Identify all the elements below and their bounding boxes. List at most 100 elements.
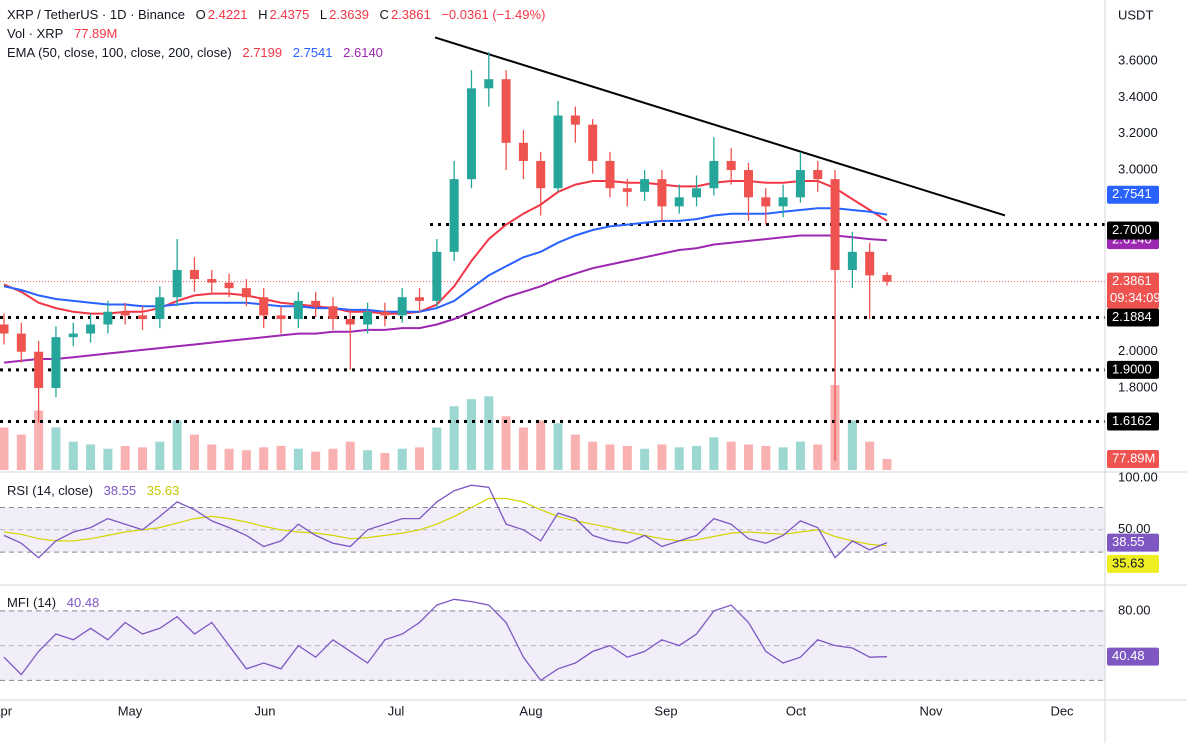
candle-body <box>692 188 702 198</box>
volume-bar <box>466 399 476 470</box>
currency-label: USDT <box>1118 7 1153 22</box>
candle-body <box>709 160 719 189</box>
candle-body <box>588 124 598 161</box>
volume-bar <box>86 444 96 470</box>
x-tick-label: Jun <box>255 703 276 718</box>
ohlc-letter: O <box>195 7 206 22</box>
plot-area <box>0 36 1105 682</box>
x-tick-label: Dec <box>1050 703 1074 718</box>
volume-title: Vol · XRP <box>7 26 64 41</box>
trendline <box>434 36 1006 217</box>
rsi-ma-value: 35.63 <box>146 483 180 498</box>
candle-body <box>743 170 753 198</box>
volume-bar <box>345 441 355 470</box>
candle-body <box>51 337 61 389</box>
candle-body <box>501 79 511 143</box>
volume-bar <box>726 441 736 470</box>
candle-body <box>761 197 771 207</box>
candle-body <box>640 179 650 192</box>
volume-bar <box>328 448 338 470</box>
volume-bar <box>276 445 286 470</box>
volume-bar <box>795 441 805 470</box>
volume-bar <box>622 445 632 470</box>
candle-body <box>553 115 563 189</box>
ema-line <box>3 180 888 315</box>
ohlc-value: 2.4375 <box>269 7 310 22</box>
candle-body <box>380 311 390 316</box>
volume-bar <box>68 441 78 470</box>
candle-body <box>0 324 9 334</box>
volume-bar <box>865 441 875 470</box>
candle-body <box>657 179 667 207</box>
volume-bar <box>640 448 650 470</box>
candle-body <box>778 197 788 207</box>
legend-mfi: MFI (14) 40.48 <box>7 595 101 610</box>
candle-body <box>536 160 546 189</box>
candle-body <box>328 306 338 320</box>
ema-value: 2.7199 <box>242 45 283 60</box>
rsi-tick-label: 100.00 <box>1118 469 1158 484</box>
volume-bar <box>709 437 719 470</box>
level-price-label-bg <box>1107 221 1159 240</box>
candle-body <box>86 324 96 334</box>
candle-body <box>865 251 875 276</box>
mfi-value-label-bg <box>1107 647 1159 666</box>
ohlc-letter: C <box>379 7 389 22</box>
ema-line <box>3 207 888 313</box>
volume-bar <box>536 420 546 470</box>
candle-body <box>345 319 355 325</box>
volume-bar <box>605 444 615 470</box>
candle-body <box>830 179 840 270</box>
volume-bar <box>778 447 788 470</box>
volume-bar <box>259 447 269 470</box>
ohlc-value: 2.4221 <box>207 7 248 22</box>
level-price-label: 1.9000 <box>1112 361 1152 376</box>
candle-body <box>518 142 528 161</box>
volume-bar <box>692 445 702 470</box>
ema-line <box>3 234 888 364</box>
level-price-label-bg <box>1107 360 1159 379</box>
candle-body <box>138 315 148 320</box>
volume-value: 77.89M <box>73 26 118 41</box>
mfi-title: MFI (14) <box>7 595 57 610</box>
volume-bar <box>51 427 61 470</box>
mfi-tick-label: 80.00 <box>1118 602 1151 617</box>
rsi-tick-label: 50.00 <box>1118 521 1151 536</box>
candle-body <box>795 170 805 198</box>
candle-body <box>449 179 459 252</box>
volume-bar <box>657 444 667 470</box>
volume-bar <box>397 448 407 470</box>
mfi-value: 40.48 <box>66 595 100 610</box>
legend-ema: EMA (50, close, 100, close, 200, close) … <box>7 45 385 60</box>
rsi-value-label-bg <box>1107 533 1159 552</box>
volume-bar <box>743 444 753 470</box>
volume-bar <box>588 441 598 470</box>
volume-bar <box>484 396 494 470</box>
ema-title: EMA (50, close, 100, close, 200, close) <box>7 45 232 60</box>
rsi-ma-line <box>3 497 888 547</box>
volume-bar <box>847 420 857 470</box>
legend-volume: Vol · XRP 77.89M <box>7 26 119 41</box>
volume-bar <box>518 427 528 470</box>
countdown-label: 09:34:09 <box>1110 290 1161 305</box>
x-tick-label: Oct <box>786 703 807 718</box>
y-tick-label: 2.0000 <box>1118 343 1158 358</box>
y-tick-label: 3.0000 <box>1118 161 1158 176</box>
candle-body <box>674 197 684 207</box>
volume-bar <box>311 451 321 470</box>
candle-body <box>16 333 26 352</box>
candle-body <box>172 269 182 298</box>
x-tick-label: Apr <box>0 703 13 718</box>
candle-body <box>466 88 476 180</box>
mfi-line <box>3 598 888 682</box>
current-price-bg <box>1107 272 1159 309</box>
volume-bar <box>813 444 823 470</box>
candle-body <box>224 282 234 289</box>
level-price-label: 2.1884 <box>1112 309 1152 324</box>
candle-body <box>120 311 130 316</box>
volume-bar <box>120 445 130 470</box>
level-price-label-bg <box>1107 412 1159 431</box>
ohlc-letter: H <box>258 7 268 22</box>
